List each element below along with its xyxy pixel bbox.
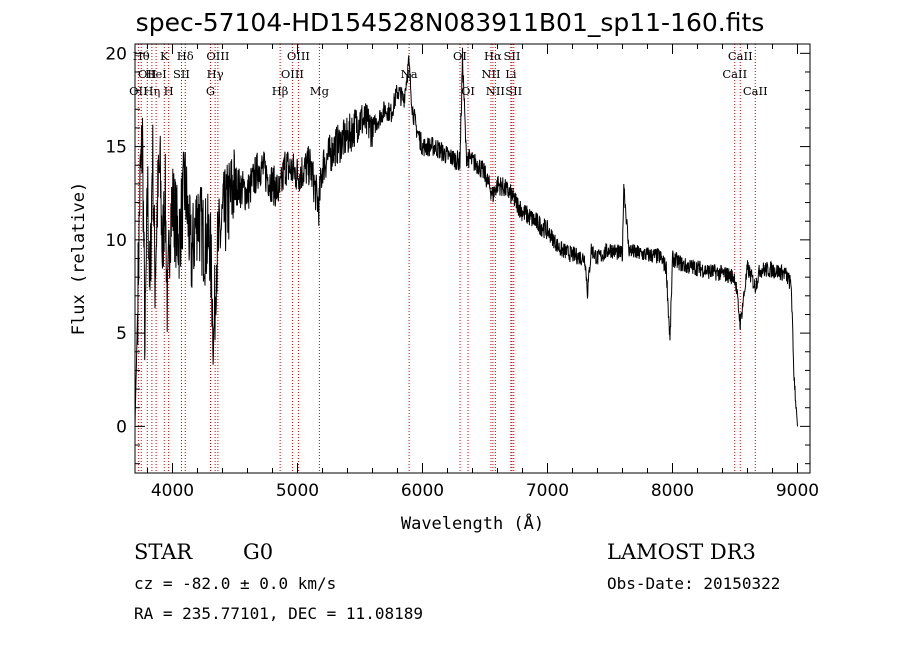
spectral-line-label: Hθ: [133, 49, 150, 63]
spectral-line-label: CaII: [728, 49, 753, 63]
x-tick-label: 9000: [776, 481, 819, 501]
spectral-line-label: CaII: [743, 84, 768, 98]
spectral-line-label: OIII: [206, 49, 229, 63]
spectral-line-label: Hγ: [207, 67, 224, 81]
spectral-line-labels: OIIHθOIIHηHeIKHSIIHδGHγOIIIHβOIIIOIIIMgN…: [129, 49, 768, 98]
spectral-line-label: NII: [486, 84, 505, 98]
x-tick-label: 6000: [401, 481, 444, 501]
y-tick-label: 0: [116, 417, 127, 437]
spectral-line-label: CaII: [722, 67, 747, 81]
spectral-line-label: Li: [505, 67, 517, 81]
spectral-line-label: OIII: [287, 49, 310, 63]
spectral-line-label: Hβ: [272, 84, 289, 98]
redshift-readout: cz = -82.0 ± 0.0 km/s: [134, 574, 337, 593]
spectral-line-label: K: [160, 49, 169, 63]
spectral-line-label: Hα: [484, 49, 502, 63]
spectral-line-label: SII: [504, 49, 521, 63]
subclass-label: G0: [243, 540, 274, 564]
y-tick-label: 15: [105, 138, 127, 158]
spectral-line-label: G: [206, 84, 215, 98]
spectrum-series-line: [134, 47, 798, 427]
spectral-line-label: SII: [505, 84, 522, 98]
y-tick-label: 10: [105, 231, 127, 251]
y-tick-label: 5: [116, 324, 127, 344]
spectral-line-label: OII: [129, 84, 148, 98]
plot-frame: [134, 43, 811, 474]
spectral-line-label: Hδ: [177, 49, 194, 63]
spectral-line-label: Na: [401, 67, 418, 81]
chart-title: spec-57104-HD154528N083911B01_sp11-160.f…: [135, 8, 765, 37]
spectral-line-label: Mg: [310, 84, 330, 98]
spectral-line-markers: [137, 44, 756, 473]
survey-label: LAMOST DR3: [607, 540, 756, 564]
x-tick-label: 7000: [526, 481, 569, 501]
y-axis-label: Flux (relative): [69, 182, 89, 336]
spectral-line-label: OI: [453, 49, 467, 63]
spectral-line-label: OI: [461, 84, 475, 98]
x-tick-label: 8000: [651, 481, 694, 501]
class-label: STAR: [134, 540, 193, 564]
spectral-line-label: OII: [138, 67, 157, 81]
coordinates-readout: RA = 235.77101, DEC = 11.08189: [134, 604, 423, 623]
spectral-line-label: HeI: [145, 67, 166, 81]
spectral-line-label: OIII: [281, 67, 304, 81]
spectral-line-label: H: [164, 84, 174, 98]
x-axis-label: Wavelength (Å): [401, 512, 544, 534]
x-tick-label: 4000: [151, 481, 194, 501]
x-tick-label: 5000: [276, 481, 319, 501]
spectral-line-label: NII: [481, 67, 500, 81]
obs-date-readout: Obs-Date: 20150322: [607, 574, 781, 593]
spectral-line-label: SII: [173, 67, 190, 81]
axis-ticks: 4000 5000 6000 7000 8000 9000 0 5 10 15 20: [105, 44, 819, 501]
y-tick-label: 20: [105, 44, 127, 64]
spectral-line-label: Hη: [143, 84, 160, 98]
